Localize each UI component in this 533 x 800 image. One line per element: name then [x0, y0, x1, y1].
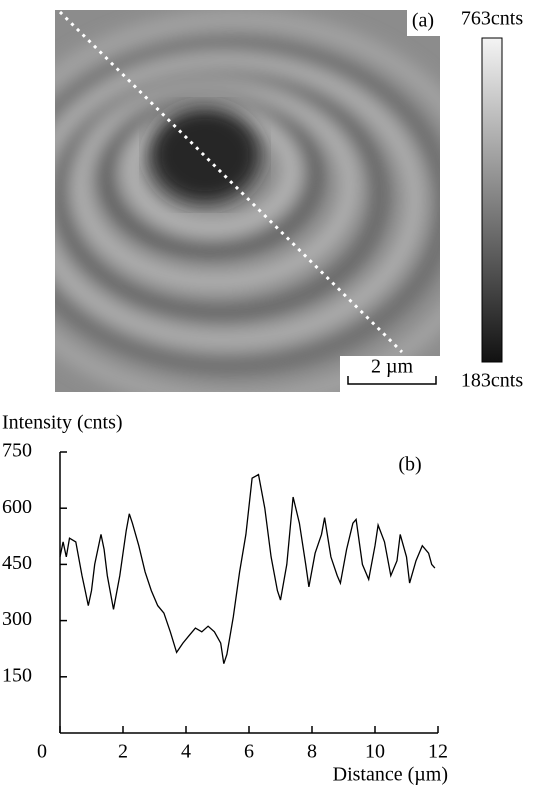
- panel-label: (a): [412, 10, 434, 32]
- colorbar: [481, 37, 503, 363]
- x-tick-label: 6: [244, 741, 254, 763]
- y-tick-label: 600: [2, 496, 32, 518]
- scale-bar-label: 2 µm: [371, 356, 414, 378]
- panel-label: (b): [398, 454, 421, 476]
- label-bg: [407, 10, 440, 36]
- colorbar-max: 763cnts: [461, 8, 523, 30]
- y-tick-label: 300: [2, 608, 32, 630]
- x-tick-label: 10: [365, 741, 385, 763]
- y-tick-label: 150: [2, 664, 32, 686]
- scale-bar: [347, 376, 437, 385]
- x-tick-label: 0: [37, 741, 47, 763]
- colorbar-min: 183cnts: [461, 370, 523, 392]
- y-tick-label: 450: [2, 552, 32, 574]
- x-tick-label: 2: [118, 741, 128, 763]
- x-axis-label: Distance (µm): [333, 764, 448, 786]
- intensity-image: [55, 10, 440, 392]
- line-chart: Intensity (cnts) Distance (µm) (b): [2, 412, 448, 786]
- y-axis-label: Intensity (cnts): [2, 412, 123, 434]
- data-line: [59, 473, 436, 664]
- scale-bar-bg: [340, 356, 440, 392]
- y-tick-label: 750: [2, 440, 32, 462]
- x-tick-label: 12: [428, 741, 448, 763]
- x-tick-label: 4: [181, 741, 191, 763]
- x-tick-label: 8: [307, 741, 317, 763]
